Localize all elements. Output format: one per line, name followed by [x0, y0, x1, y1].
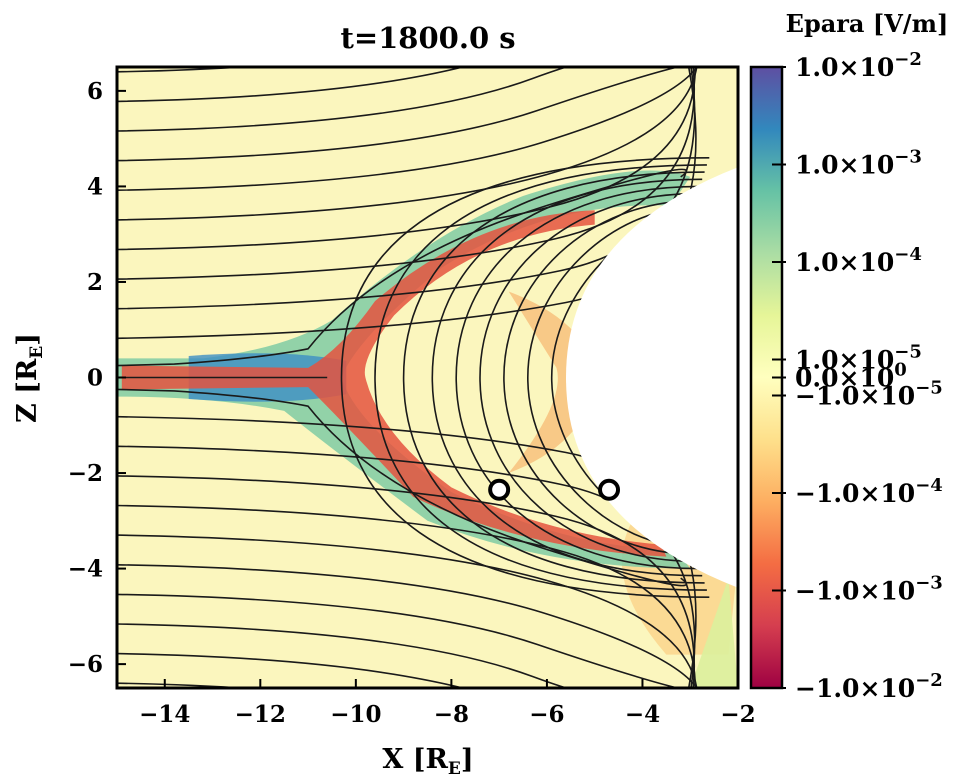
field-line — [117, 168, 687, 367]
field-line — [117, 67, 569, 132]
field-line — [117, 564, 698, 688]
y-tick-label: 4 — [87, 173, 103, 200]
field-line — [117, 652, 466, 688]
y-tick-label: 0 — [87, 365, 103, 392]
spacecraft-marker — [488, 478, 511, 501]
markers — [488, 478, 621, 501]
field-line — [117, 67, 696, 310]
chart-title: t=1800.0 s — [340, 21, 515, 55]
field-line — [402, 171, 705, 584]
field-line — [431, 178, 703, 577]
spacecraft-marker — [598, 478, 621, 501]
y-axis-label: Z [RE] — [12, 333, 47, 423]
field-lines — [117, 67, 710, 688]
field-line — [117, 475, 696, 688]
x-axis-label-sub: E — [448, 759, 461, 777]
colorbar-ticks: 1.0×10−21.0×10−31.0×10−41.0×10−50.0×100−… — [772, 49, 943, 703]
field-line — [117, 593, 681, 688]
field-line — [117, 67, 698, 191]
colorbar-title: Epara [V/m] — [786, 9, 949, 38]
colorbar-tick-label: 1.0×10−4 — [795, 244, 922, 277]
y-axis: 6 4 2 0 −2 −4 −6 — [68, 78, 126, 678]
colorbar-tick-label: 1.0×10−3 — [795, 146, 922, 179]
field-line — [526, 207, 693, 548]
field-line — [340, 157, 710, 598]
x-axis-label-main: X [R — [382, 744, 448, 775]
colorbar-tick-label: 1.0×10−5 — [795, 341, 922, 374]
y-tick-label: −4 — [68, 556, 103, 583]
field-line — [117, 445, 696, 688]
lobe-south-green — [690, 578, 738, 688]
colorbar-tick-label: 0.0×100 — [795, 360, 907, 393]
y-axis-label-main: Z [R — [12, 358, 43, 423]
field-line — [117, 415, 697, 688]
y-tick-label: 6 — [87, 78, 103, 105]
colorbar-tick-label: −1.0×10−3 — [795, 573, 943, 606]
y-tick-label: −6 — [68, 651, 103, 678]
x-tick-label: −14 — [139, 701, 190, 728]
field-line — [503, 200, 696, 555]
x-tick-label: −10 — [330, 701, 381, 728]
field-line — [117, 67, 697, 340]
field-line — [117, 534, 698, 688]
colorbar-tick-label: 1.0×10−2 — [795, 49, 922, 82]
field-line — [455, 185, 700, 570]
sheet-red-arc — [121, 210, 667, 557]
colorbar-tick-label: −1.0×10−4 — [795, 475, 943, 508]
plot-area — [117, 67, 738, 688]
x-tick-label: −8 — [434, 701, 469, 728]
field-line — [117, 67, 698, 221]
x-tick-label: −12 — [235, 701, 286, 728]
field-line — [374, 164, 707, 591]
colorbar-tick-label: −1.0×10−2 — [795, 670, 943, 703]
y-tick-label: 2 — [87, 269, 103, 296]
field-line — [117, 388, 687, 587]
colorbar-tick-label: −1.0×10−5 — [795, 378, 943, 411]
field-line — [117, 67, 466, 103]
field-line — [479, 192, 698, 563]
x-axis-label: X [RE] — [382, 744, 473, 777]
x-tick-label: −4 — [625, 701, 660, 728]
field-line — [117, 67, 696, 280]
y-tick-label: −2 — [68, 460, 103, 487]
x-tick-label: −6 — [529, 701, 564, 728]
field-line — [117, 623, 569, 688]
x-tick-label: −2 — [720, 701, 755, 728]
y-axis-label-sub: E — [27, 346, 47, 359]
x-axis: −14 −12 −10 −8 −6 −4 −2 — [139, 679, 756, 728]
field-line — [117, 67, 681, 162]
